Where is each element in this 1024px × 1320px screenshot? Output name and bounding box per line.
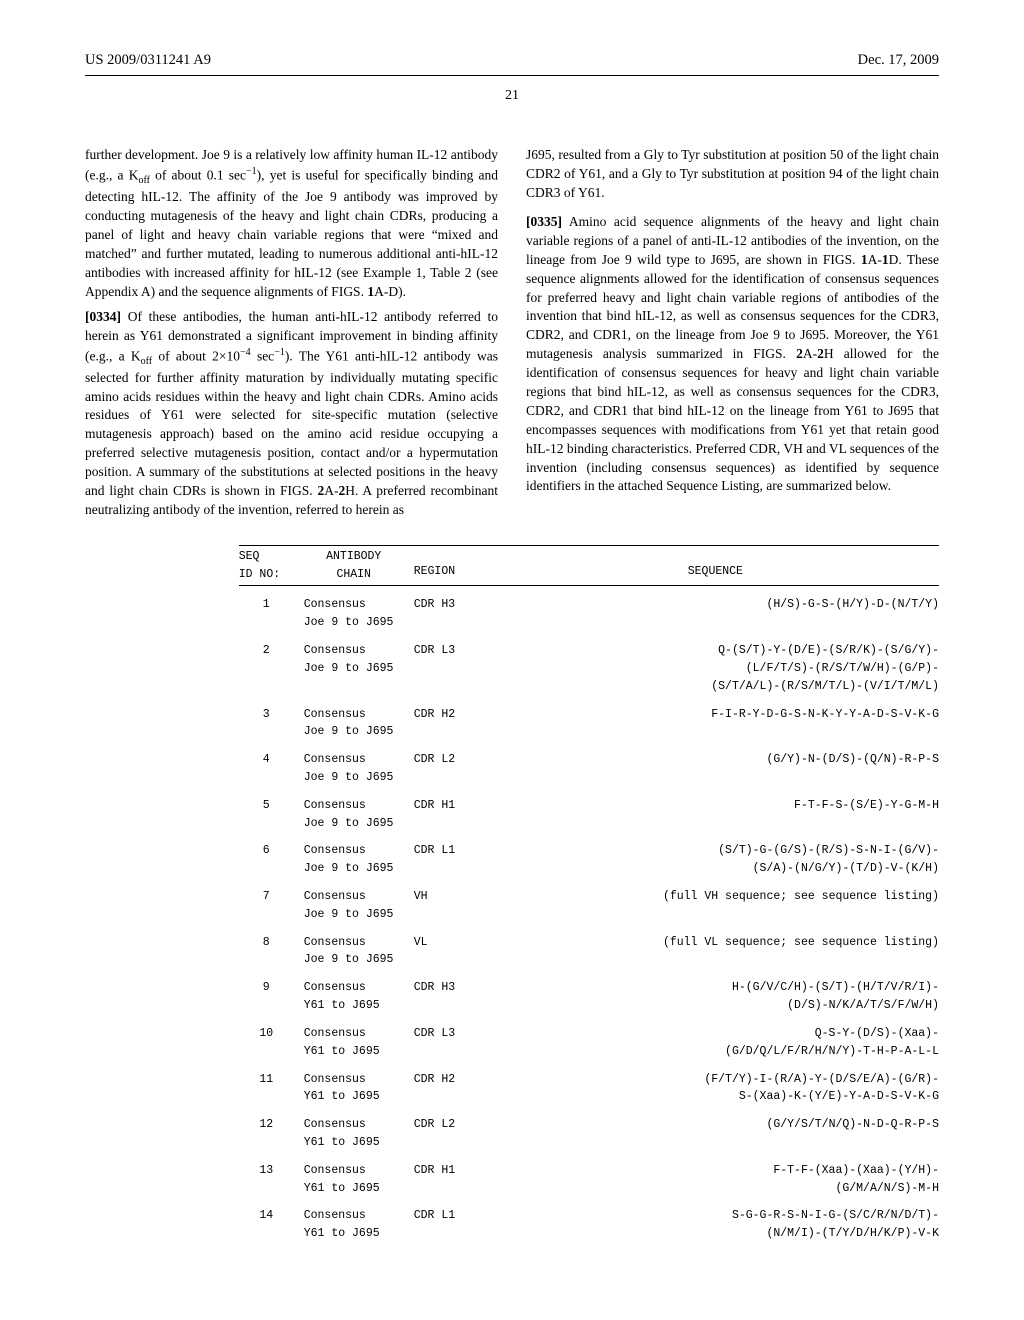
table-row: 8 Consensus Joe 9 to J695 VL (full VL seque… <box>239 934 939 970</box>
seq-id: 8 <box>239 934 294 952</box>
col-seq-id: SEQ ID NO: <box>239 548 294 584</box>
publication-date: Dec. 17, 2009 <box>858 50 939 71</box>
left-column: further development. Joe 9 is a relative… <box>85 146 498 520</box>
table-row: 7 Consensus Joe 9 to J695 VH (full VH seque… <box>239 888 939 924</box>
region: VL <box>414 934 482 952</box>
seq-id: 10 <box>239 1025 294 1043</box>
seq-id: 3 <box>239 706 294 724</box>
antibody-chain: Consensus Y61 to J695 <box>304 1071 404 1107</box>
sequence: (G/Y)-N-(D/S)-(Q/N)-R-P-S <box>492 751 939 769</box>
sequence-table: SEQ ID NO: ANTIBODY CHAIN REGION SEQUENC… <box>239 545 939 1243</box>
table-row: 1 Consensus Joe 9 to J695 CDR H3 (H/S)-G-S-… <box>239 596 939 632</box>
region: CDR H3 <box>414 596 482 614</box>
antibody-chain: Consensus Y61 to J695 <box>304 1025 404 1061</box>
region: CDR L2 <box>414 1116 482 1134</box>
antibody-chain: Consensus Y61 to J695 <box>304 1207 404 1243</box>
sequence: Q-(S/T)-Y-(D/E)-(S/R/K)-(S/G/Y)- (L/F/T/… <box>492 642 939 695</box>
sequence: S-G-G-R-S-N-I-G-(S/C/R/N/D/T)- (N/M/I)-(… <box>492 1207 939 1243</box>
seq-id: 4 <box>239 751 294 769</box>
publication-number: US 2009/0311241 A9 <box>85 50 211 71</box>
region: CDR H2 <box>414 706 482 724</box>
region: CDR L1 <box>414 842 482 860</box>
antibody-chain: Consensus Joe 9 to J695 <box>304 888 404 924</box>
col-antibody-chain: ANTIBODY CHAIN <box>304 548 404 584</box>
sequence: F-T-F-(Xaa)-(Xaa)-(Y/H)- (G/M/A/N/S)-M-H <box>492 1162 939 1198</box>
paragraph-0334: [0334] Of these antibodies, the human an… <box>85 308 498 520</box>
region: CDR H1 <box>414 1162 482 1180</box>
two-column-text: further development. Joe 9 is a relative… <box>85 146 939 520</box>
sequence: (G/Y/S/T/N/Q)-N-D-Q-R-P-S <box>492 1116 939 1134</box>
seq-id: 1 <box>239 596 294 614</box>
table-row: 5 Consensus Joe 9 to J695 CDR H1 F-T-F-S-(S… <box>239 797 939 833</box>
table-row: 4 Consensus Joe 9 to J695 CDR L2 (G/Y)-N-(D… <box>239 751 939 787</box>
antibody-chain: Consensus Y61 to J695 <box>304 979 404 1015</box>
paragraph-0335: [0335] Amino acid sequence alignments of… <box>526 213 939 496</box>
antibody-chain: Consensus Joe 9 to J695 <box>304 797 404 833</box>
seq-id: 7 <box>239 888 294 906</box>
region: CDR L3 <box>414 1025 482 1043</box>
col-sequence: SEQUENCE <box>492 548 939 584</box>
table-row: 11 Consensus Y61 to J695 CDR H2 (F/T/Y)-I-(… <box>239 1071 939 1107</box>
antibody-chain: Consensus Joe 9 to J695 <box>304 596 404 632</box>
table-row: 9 Consensus Y61 to J695 CDR H3 H-(G/V/C/H)-… <box>239 979 939 1015</box>
seq-id: 2 <box>239 642 294 660</box>
table-row: 6 Consensus Joe 9 to J695 CDR L1 (S/T)-G-(G… <box>239 842 939 878</box>
seq-id: 13 <box>239 1162 294 1180</box>
sequence: H-(G/V/C/H)-(S/T)-(H/T/V/R/I)- (D/S)-N/K… <box>492 979 939 1015</box>
table-row: 12 Consensus Y61 to J695 CDR L2 (G/Y/S/T/N/… <box>239 1116 939 1152</box>
seq-id: 12 <box>239 1116 294 1134</box>
table-row: 14 Consensus Y61 to J695 CDR L1 S-G-G-R-S-N… <box>239 1207 939 1243</box>
seq-id: 5 <box>239 797 294 815</box>
seq-id: 11 <box>239 1071 294 1089</box>
seq-id: 6 <box>239 842 294 860</box>
region: CDR L1 <box>414 1207 482 1225</box>
region: CDR H1 <box>414 797 482 815</box>
antibody-chain: Consensus Joe 9 to J695 <box>304 842 404 878</box>
sequence: F-I-R-Y-D-G-S-N-K-Y-Y-A-D-S-V-K-G <box>492 706 939 724</box>
region: CDR H3 <box>414 979 482 997</box>
seq-id: 14 <box>239 1207 294 1225</box>
sequence: (full VL sequence; see sequence listing) <box>492 934 939 952</box>
antibody-chain: Consensus Y61 to J695 <box>304 1162 404 1198</box>
sequence: (full VH sequence; see sequence listing) <box>492 888 939 906</box>
col-region: REGION <box>414 548 482 584</box>
page-header: US 2009/0311241 A9 Dec. 17, 2009 <box>85 50 939 76</box>
antibody-chain: Consensus Joe 9 to J695 <box>304 751 404 787</box>
region: CDR L2 <box>414 751 482 769</box>
region: VH <box>414 888 482 906</box>
paragraph-j695: J695, resulted from a Gly to Tyr substit… <box>526 146 939 203</box>
table-header-row: SEQ ID NO: ANTIBODY CHAIN REGION SEQUENC… <box>239 548 939 584</box>
antibody-chain: Consensus Joe 9 to J695 <box>304 642 404 678</box>
table-row: 2 Consensus Joe 9 to J695 CDR L3 Q-(S/T)-Y-… <box>239 642 939 695</box>
antibody-chain: Consensus Y61 to J695 <box>304 1116 404 1152</box>
right-column: J695, resulted from a Gly to Tyr substit… <box>526 146 939 520</box>
region: CDR H2 <box>414 1071 482 1089</box>
table-row: 13 Consensus Y61 to J695 CDR H1 F-T-F-(Xaa)… <box>239 1162 939 1198</box>
sequence: Q-S-Y-(D/S)-(Xaa)- (G/D/Q/L/F/R/H/N/Y)-T… <box>492 1025 939 1061</box>
sequence: F-T-F-S-(S/E)-Y-G-M-H <box>492 797 939 815</box>
region: CDR L3 <box>414 642 482 660</box>
antibody-chain: Consensus Joe 9 to J695 <box>304 706 404 742</box>
sequence: (F/T/Y)-I-(R/A)-Y-(D/S/E/A)-(G/R)- S-(Xa… <box>492 1071 939 1107</box>
table-row: 3 Consensus Joe 9 to J695 CDR H2 F-I-R-Y-D-… <box>239 706 939 742</box>
antibody-chain: Consensus Joe 9 to J695 <box>304 934 404 970</box>
sequence: (H/S)-G-S-(H/Y)-D-(N/T/Y) <box>492 596 939 614</box>
page-number: 21 <box>85 86 939 106</box>
seq-id: 9 <box>239 979 294 997</box>
paragraph-continued: further development. Joe 9 is a relative… <box>85 146 498 301</box>
sequence: (S/T)-G-(G/S)-(R/S)-S-N-I-(G/V)- (S/A)-(… <box>492 842 939 878</box>
table-row: 10 Consensus Y61 to J695 CDR L3 Q-S-Y-(D/S)… <box>239 1025 939 1061</box>
